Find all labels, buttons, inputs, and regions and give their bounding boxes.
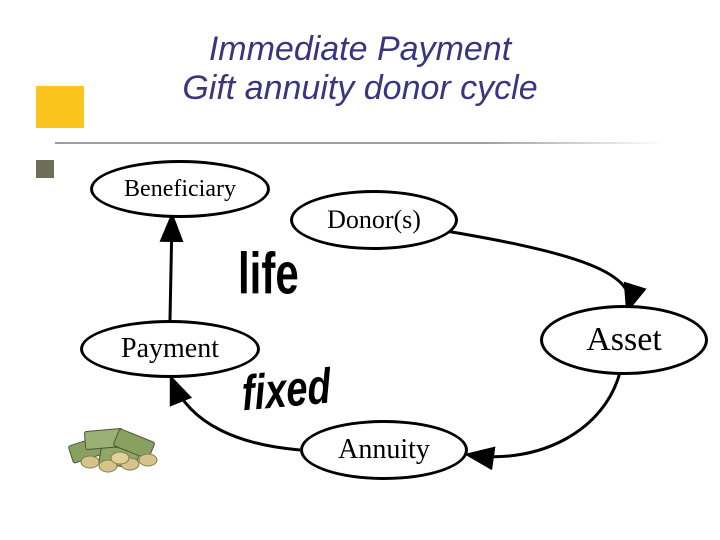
- node-beneficiary-label: Beneficiary: [124, 176, 236, 203]
- node-payment-label: Payment: [121, 333, 219, 365]
- node-annuity-label: Annuity: [338, 434, 430, 466]
- node-donors-label: Donor(s): [327, 205, 421, 235]
- annotation-life: life: [238, 240, 299, 307]
- edge-payment-to-beneficiary: [170, 218, 172, 320]
- node-donors: Donor(s): [290, 190, 458, 250]
- edge-asset-to-annuity: [470, 372, 620, 457]
- edge-donors-to-asset: [440, 230, 629, 308]
- annotation-fixed: fixed: [241, 360, 332, 424]
- node-beneficiary: Beneficiary: [90, 160, 270, 218]
- node-annuity: Annuity: [300, 420, 468, 480]
- money-pile-icon: [60, 400, 175, 480]
- node-asset-label: Asset: [586, 321, 662, 359]
- node-asset: Asset: [540, 305, 708, 375]
- node-payment: Payment: [80, 320, 260, 378]
